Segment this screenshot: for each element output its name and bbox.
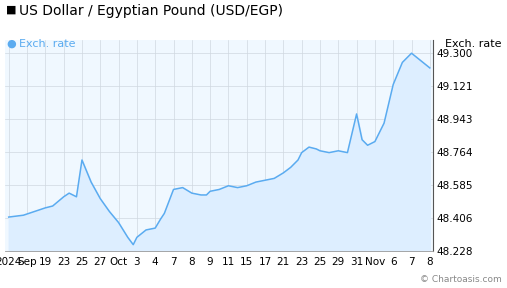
Text: ■: ■ [6,4,17,14]
Text: Exch. rate: Exch. rate [446,39,502,49]
Text: ●: ● [6,39,16,49]
Text: US Dollar / Egyptian Pound (USD/EGP): US Dollar / Egyptian Pound (USD/EGP) [19,4,283,18]
Text: © Chartoasis.com: © Chartoasis.com [420,275,502,284]
Text: Exch. rate: Exch. rate [19,39,76,49]
